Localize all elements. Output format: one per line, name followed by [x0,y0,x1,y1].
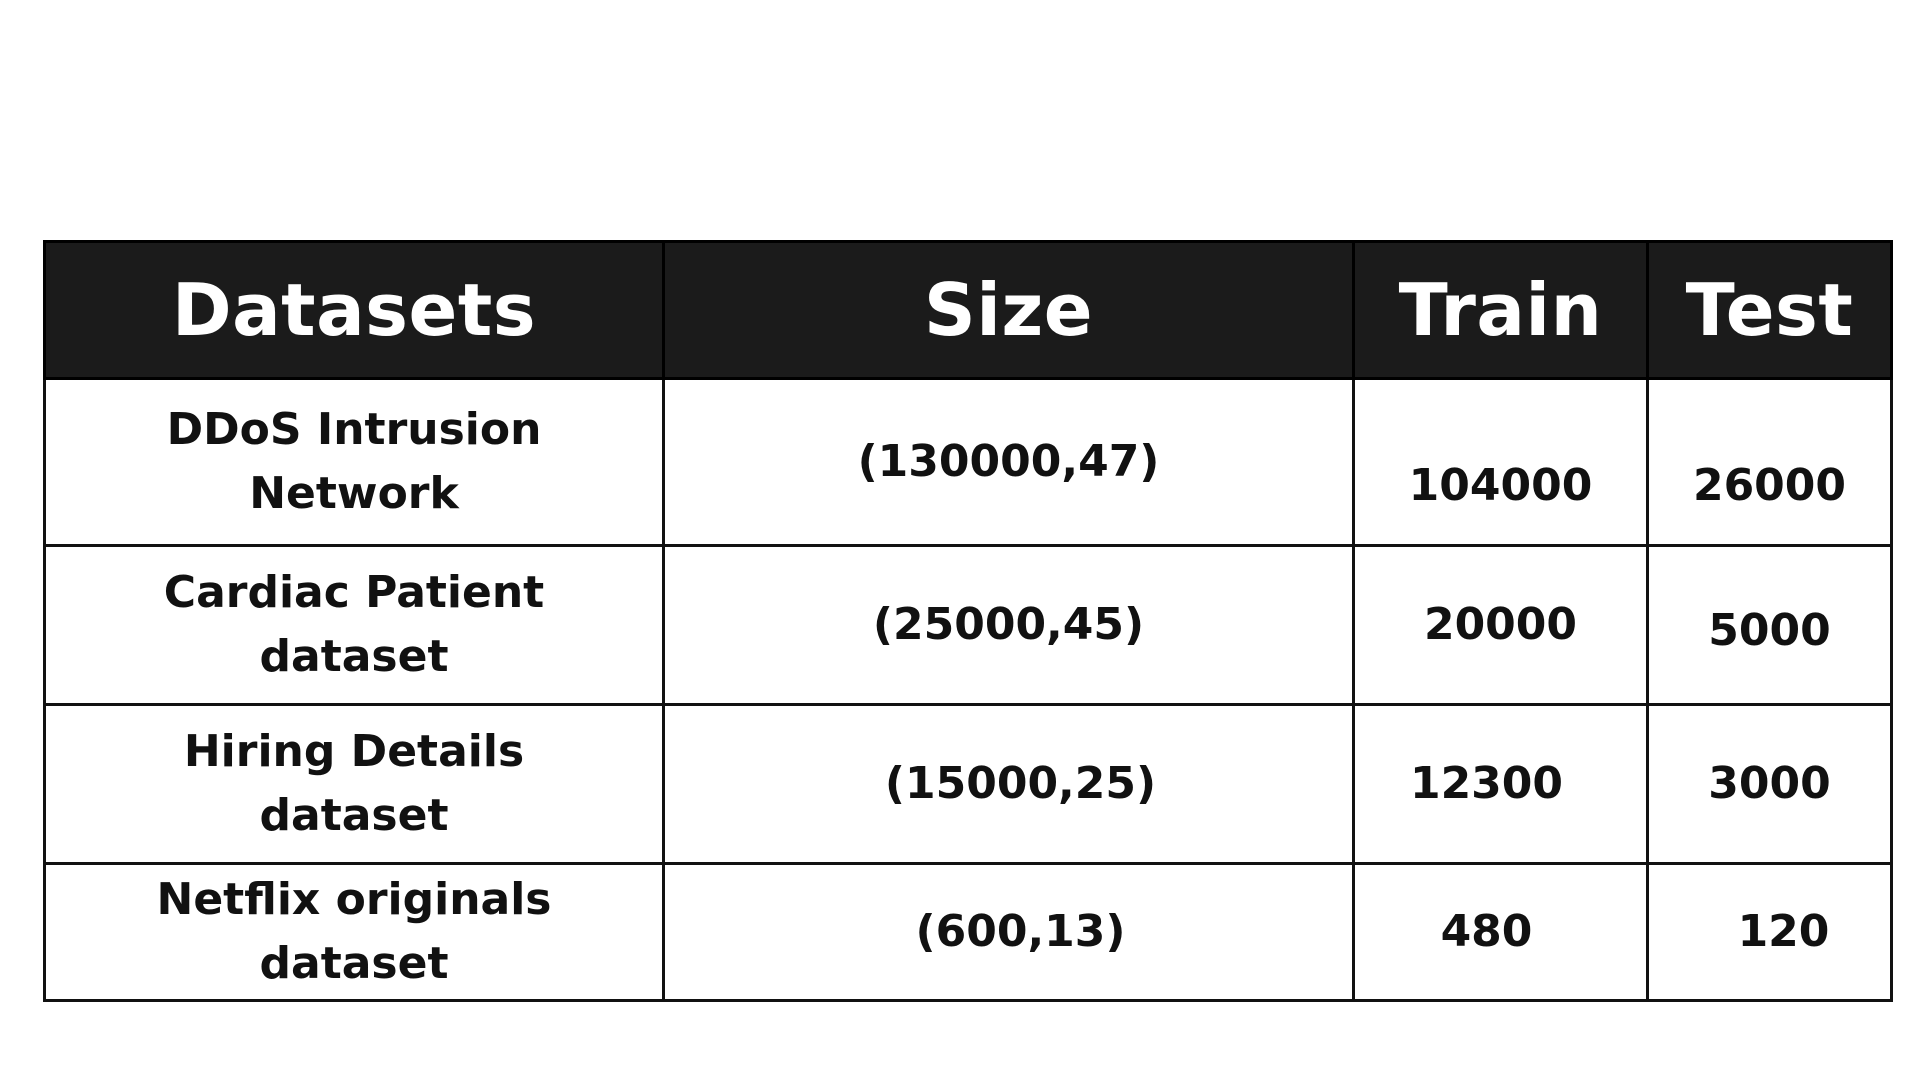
train-cell: 480 [1352,862,1649,1002]
test-value: 120 [1737,906,1830,957]
dataset-name-cell: DDoS Intrusion Network [43,377,665,547]
test-cell: 120 [1646,862,1893,1002]
test-cell: 26000 [1646,377,1893,547]
test-cell: 3000 [1646,703,1893,865]
dataset-name-cell: Hiring Details dataset [43,703,665,865]
size-value: (130000,47) [857,436,1160,487]
header-datasets: Datasets [43,240,665,380]
train-value: 12300 [1409,758,1564,809]
dataset-name-line: Hiring Details [183,726,525,777]
size-cell: (25000,45) [662,544,1355,706]
test-value: 3000 [1708,758,1831,809]
datasets-table: Datasets Size Train Test DDoS Intrusion … [43,240,1893,1002]
train-cell: 12300 [1352,703,1649,865]
dataset-name-line: Network [249,468,459,519]
dataset-name-line: Cardiac Patient [163,567,545,618]
dataset-name-line: dataset [259,790,449,841]
train-value: 480 [1440,906,1533,957]
header-train: Train [1352,240,1649,380]
size-cell: (130000,47) [662,377,1355,547]
dataset-name-line: dataset [259,938,449,989]
size-cell: (600,13) [662,862,1355,1002]
dataset-name-line: Netflix originals [156,874,552,925]
train-cell: 104000 [1352,377,1649,547]
size-value: (600,13) [915,906,1126,957]
header-size: Size [662,240,1355,380]
dataset-name-cell: Cardiac Patient dataset [43,544,665,706]
table-row: DDoS Intrusion Network (130000,47) 10400… [43,377,1893,547]
dataset-name-line: DDoS Intrusion [166,404,542,455]
train-value: 20000 [1423,599,1578,650]
table-row: Hiring Details dataset (15000,25) 12300 … [43,703,1893,865]
header-test: Test [1646,240,1893,380]
test-value: 5000 [1708,605,1831,656]
train-cell: 20000 [1352,544,1649,706]
dataset-name-cell: Netflix originals dataset [43,862,665,1002]
test-value: 26000 [1692,460,1847,511]
train-value: 104000 [1408,460,1593,511]
dataset-name-line: dataset [259,631,449,682]
table-row: Netflix originals dataset (600,13) 480 1… [43,862,1893,1002]
table-header-row: Datasets Size Train Test [43,240,1893,380]
table-row: Cardiac Patient dataset (25000,45) 20000… [43,544,1893,706]
size-cell: (15000,25) [662,703,1355,865]
test-cell: 5000 [1646,544,1893,706]
size-value: (25000,45) [872,599,1145,650]
size-value: (15000,25) [884,758,1157,809]
